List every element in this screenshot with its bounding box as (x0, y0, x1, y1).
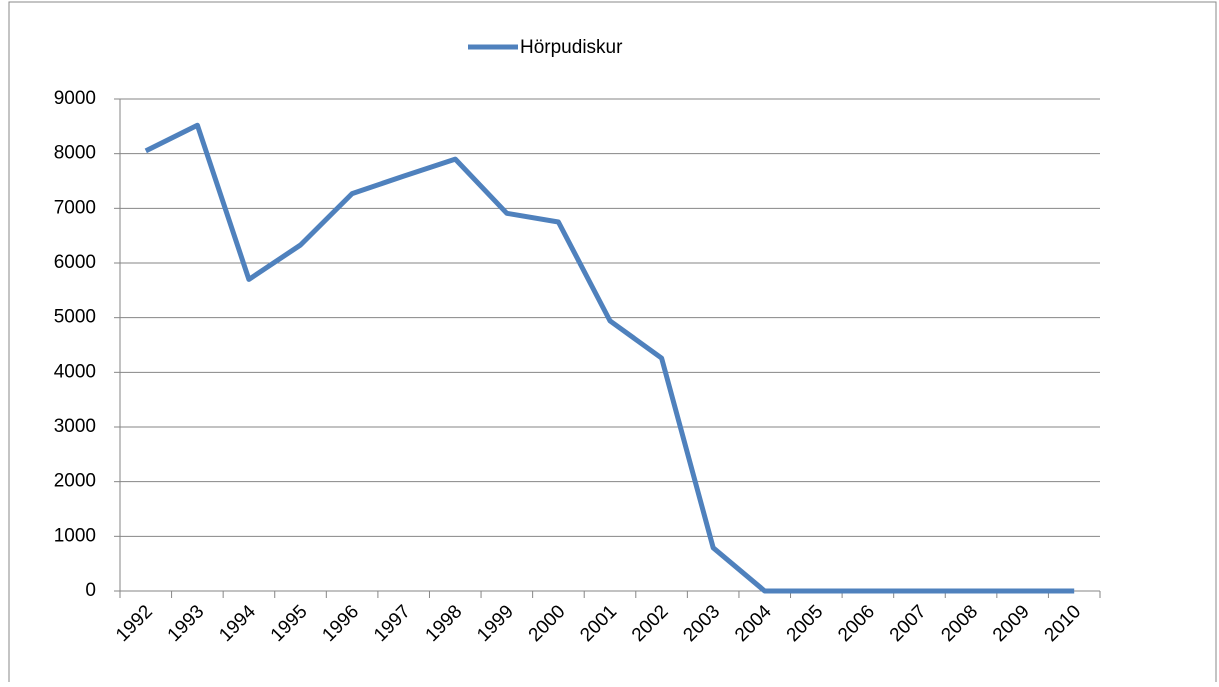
chart-frame (8, 1, 1217, 687)
x-tick-label: 1998 (422, 601, 467, 646)
x-tick-label: 1999 (473, 601, 518, 646)
y-tick-label: 9000 (54, 88, 96, 109)
y-tick-label: 8000 (54, 143, 96, 164)
data-line (144, 122, 1075, 594)
x-tick-label: 2004 (731, 601, 776, 646)
x-tick-label: 2000 (525, 601, 570, 646)
y-tick-label: 4000 (54, 361, 96, 382)
x-tick-label: 1994 (215, 601, 260, 646)
x-tick-label: 2002 (628, 601, 673, 646)
x-tick-label: 2005 (783, 601, 828, 646)
x-tick-label: 2001 (576, 601, 621, 646)
x-tick-label: 2007 (886, 601, 931, 646)
x-tick-label: 1992 (112, 601, 157, 646)
x-tick-label: 1997 (370, 601, 415, 646)
x-tick-label: 2008 (937, 601, 982, 646)
y-tick-label: 6000 (54, 252, 96, 273)
y-tick-label: 7000 (54, 197, 96, 218)
y-tick-label: 3000 (54, 416, 96, 437)
y-tick-label: 0 (85, 580, 96, 601)
x-tick-label: 2006 (834, 601, 879, 646)
legend-label: Hörpudiskur (520, 37, 623, 58)
x-tick-label: 2003 (679, 601, 724, 646)
x-tick-label: 2010 (1041, 601, 1086, 646)
y-tick-label: 5000 (54, 307, 96, 328)
x-tick-label: 1995 (267, 601, 312, 646)
x-tick-label: 1993 (164, 601, 209, 646)
x-tick-label: 2009 (989, 601, 1034, 646)
y-tick-label: 2000 (54, 471, 96, 492)
x-tick-label: 1996 (318, 601, 363, 646)
y-tick-label: 1000 (54, 525, 96, 546)
